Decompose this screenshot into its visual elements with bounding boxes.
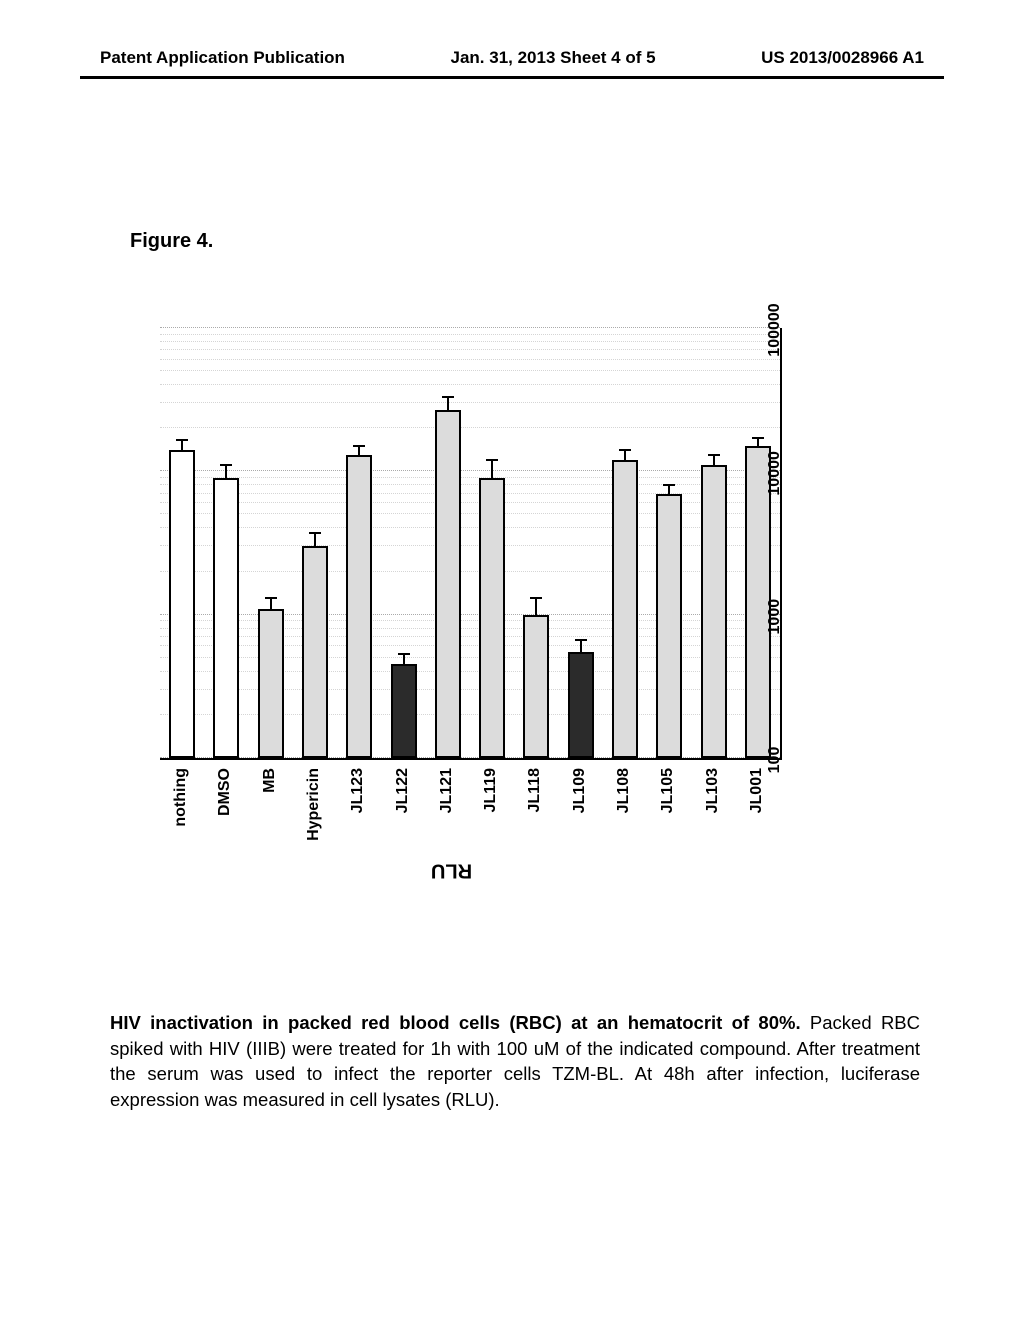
error-cap bbox=[752, 437, 764, 439]
error-bar bbox=[491, 460, 493, 478]
bar bbox=[258, 609, 284, 758]
error-cap bbox=[708, 454, 720, 456]
grid-line-minor bbox=[160, 714, 780, 715]
grid-line-minor bbox=[160, 571, 780, 572]
grid-line-minor bbox=[160, 513, 780, 514]
bar bbox=[523, 615, 549, 758]
category-label: JL121 bbox=[438, 768, 456, 813]
error-cap bbox=[353, 445, 365, 447]
grid-line-minor bbox=[160, 657, 780, 658]
error-cap bbox=[575, 639, 587, 641]
category-label: JL118 bbox=[526, 768, 544, 812]
category-label: JL123 bbox=[349, 768, 367, 813]
grid-line-minor bbox=[160, 477, 780, 478]
bar bbox=[435, 410, 461, 758]
grid-line-minor bbox=[160, 384, 780, 385]
error-bar bbox=[314, 533, 316, 546]
error-cap bbox=[486, 459, 498, 461]
page: Patent Application Publication Jan. 31, … bbox=[0, 0, 1024, 1320]
error-bar bbox=[358, 446, 360, 455]
grid-line-minor bbox=[160, 545, 780, 546]
header-right: US 2013/0028966 A1 bbox=[761, 48, 924, 72]
error-bar bbox=[270, 598, 272, 608]
grid-line bbox=[160, 470, 780, 471]
error-cap bbox=[220, 464, 232, 466]
category-label: Hypericin bbox=[305, 768, 323, 841]
grid-line-minor bbox=[160, 689, 780, 690]
bar bbox=[391, 664, 417, 758]
bar bbox=[612, 460, 638, 758]
category-label: JL105 bbox=[659, 768, 677, 813]
error-bar bbox=[668, 485, 670, 493]
category-label: DMSO bbox=[216, 768, 234, 816]
error-cap bbox=[309, 532, 321, 534]
grid-line-minor bbox=[160, 645, 780, 646]
bar bbox=[346, 455, 372, 758]
error-bar bbox=[181, 440, 183, 450]
error-cap bbox=[663, 484, 675, 486]
error-bar bbox=[403, 654, 405, 664]
figure-label: Figure 4. bbox=[130, 230, 213, 253]
bar bbox=[656, 494, 682, 758]
grid-line-minor bbox=[160, 620, 780, 621]
plot-area bbox=[160, 328, 782, 760]
category-label: JL119 bbox=[482, 768, 500, 812]
bar bbox=[213, 478, 239, 758]
grid-line-minor bbox=[160, 671, 780, 672]
y-axis-label: RLU bbox=[422, 859, 482, 882]
bar bbox=[701, 465, 727, 758]
error-cap bbox=[619, 449, 631, 451]
category-label: JL122 bbox=[394, 768, 412, 813]
grid-line-minor bbox=[160, 502, 780, 503]
grid-line-minor bbox=[160, 359, 780, 360]
error-cap bbox=[176, 439, 188, 441]
error-cap bbox=[398, 653, 410, 655]
page-header: Patent Application Publication Jan. 31, … bbox=[100, 48, 924, 72]
error-bar bbox=[580, 640, 582, 652]
category-label: nothing bbox=[172, 768, 190, 827]
caption-bold: HIV inactivation in packed red blood cel… bbox=[110, 1012, 801, 1033]
grid-line-minor bbox=[160, 349, 780, 350]
error-cap bbox=[265, 597, 277, 599]
bar bbox=[169, 450, 195, 758]
category-label: MB bbox=[261, 768, 279, 793]
axis-tick-label: 10000 bbox=[766, 451, 784, 496]
chart: RLU 100100010000100000JL001JL103JL105JL1… bbox=[140, 310, 920, 870]
grid-line-minor bbox=[160, 636, 780, 637]
header-left: Patent Application Publication bbox=[100, 48, 345, 72]
bar bbox=[479, 478, 505, 758]
category-label: JL109 bbox=[571, 768, 589, 813]
axis-tick-label: 1000 bbox=[766, 599, 784, 635]
figure-caption: HIV inactivation in packed red blood cel… bbox=[110, 1010, 920, 1112]
error-bar bbox=[447, 397, 449, 409]
header-center: Jan. 31, 2013 Sheet 4 of 5 bbox=[451, 48, 656, 72]
grid-line-minor bbox=[160, 628, 780, 629]
axis-tick-label: 100000 bbox=[766, 303, 784, 356]
bar bbox=[302, 546, 328, 758]
axis-tick-label: 100 bbox=[766, 747, 784, 774]
grid-line-minor bbox=[160, 341, 780, 342]
error-bar bbox=[535, 598, 537, 614]
header-divider bbox=[80, 76, 944, 79]
grid-line bbox=[160, 614, 780, 615]
error-bar bbox=[713, 455, 715, 465]
error-cap bbox=[530, 597, 542, 599]
grid-line-minor bbox=[160, 427, 780, 428]
grid-line bbox=[160, 327, 780, 328]
grid-line-minor bbox=[160, 334, 780, 335]
category-label: JL108 bbox=[615, 768, 633, 813]
error-bar bbox=[225, 465, 227, 477]
grid-line bbox=[160, 757, 780, 758]
category-label: JL001 bbox=[748, 768, 766, 813]
grid-line-minor bbox=[160, 527, 780, 528]
error-bar bbox=[624, 450, 626, 460]
grid-line-minor bbox=[160, 484, 780, 485]
grid-line-minor bbox=[160, 370, 780, 371]
category-label: JL103 bbox=[704, 768, 722, 813]
grid-line-minor bbox=[160, 493, 780, 494]
bar bbox=[568, 652, 594, 758]
grid-line-minor bbox=[160, 402, 780, 403]
error-bar bbox=[757, 438, 759, 446]
error-cap bbox=[442, 396, 454, 398]
